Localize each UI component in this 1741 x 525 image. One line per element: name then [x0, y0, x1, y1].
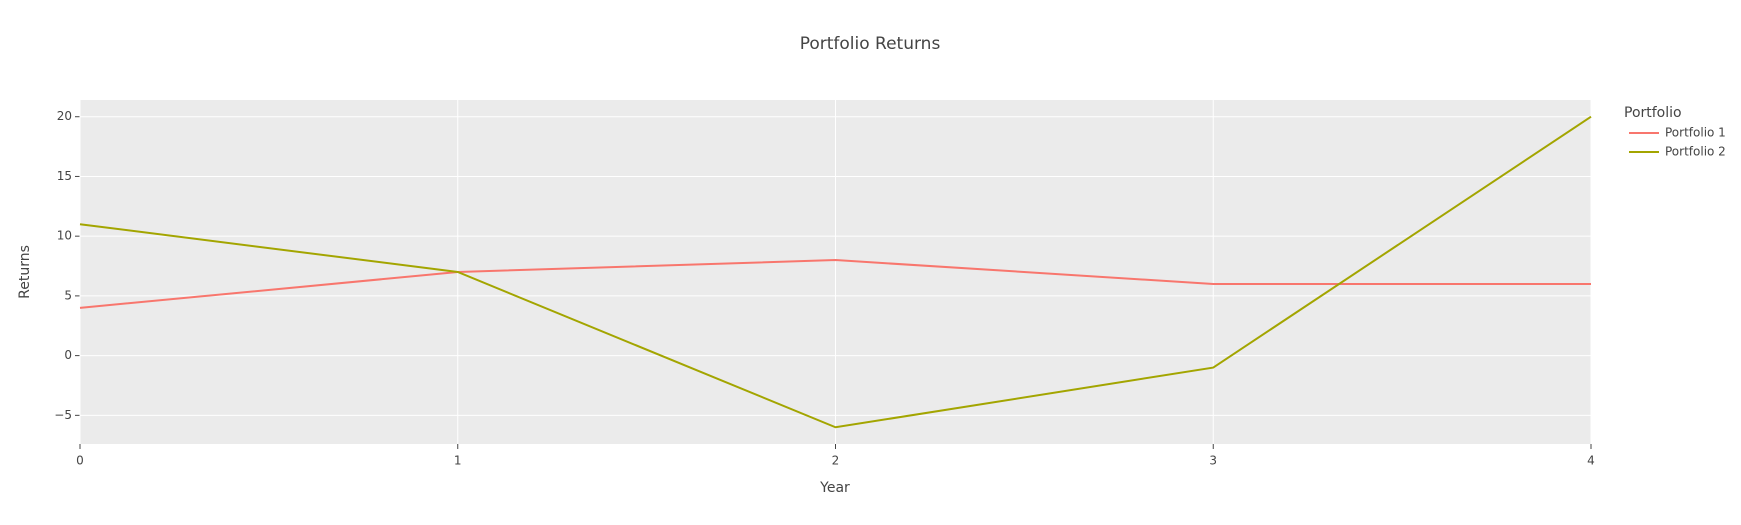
x-tick-label: 1	[454, 454, 462, 468]
y-tick-label: −5	[54, 408, 72, 422]
y-axis-title: Returns	[17, 245, 33, 299]
y-tick-label: 15	[57, 169, 72, 183]
x-tick-label: 4	[1587, 454, 1595, 468]
y-tick-label: 10	[57, 229, 72, 243]
series-line	[79, 115, 1592, 429]
x-tick-label: 0	[76, 454, 84, 468]
chart-title: Portfolio Returns	[800, 34, 941, 54]
legend-label: Portfolio 1	[1665, 126, 1726, 140]
y-tick-label: 5	[64, 288, 72, 302]
x-tick-label: 2	[832, 454, 840, 468]
y-tick-label: 20	[57, 109, 72, 123]
legend-label: Portfolio 2	[1665, 145, 1726, 159]
x-tick-label: 3	[1209, 454, 1217, 468]
x-axis-title: Year	[819, 480, 850, 496]
legend-title: Portfolio	[1624, 105, 1682, 121]
y-tick-label: 0	[64, 348, 72, 362]
